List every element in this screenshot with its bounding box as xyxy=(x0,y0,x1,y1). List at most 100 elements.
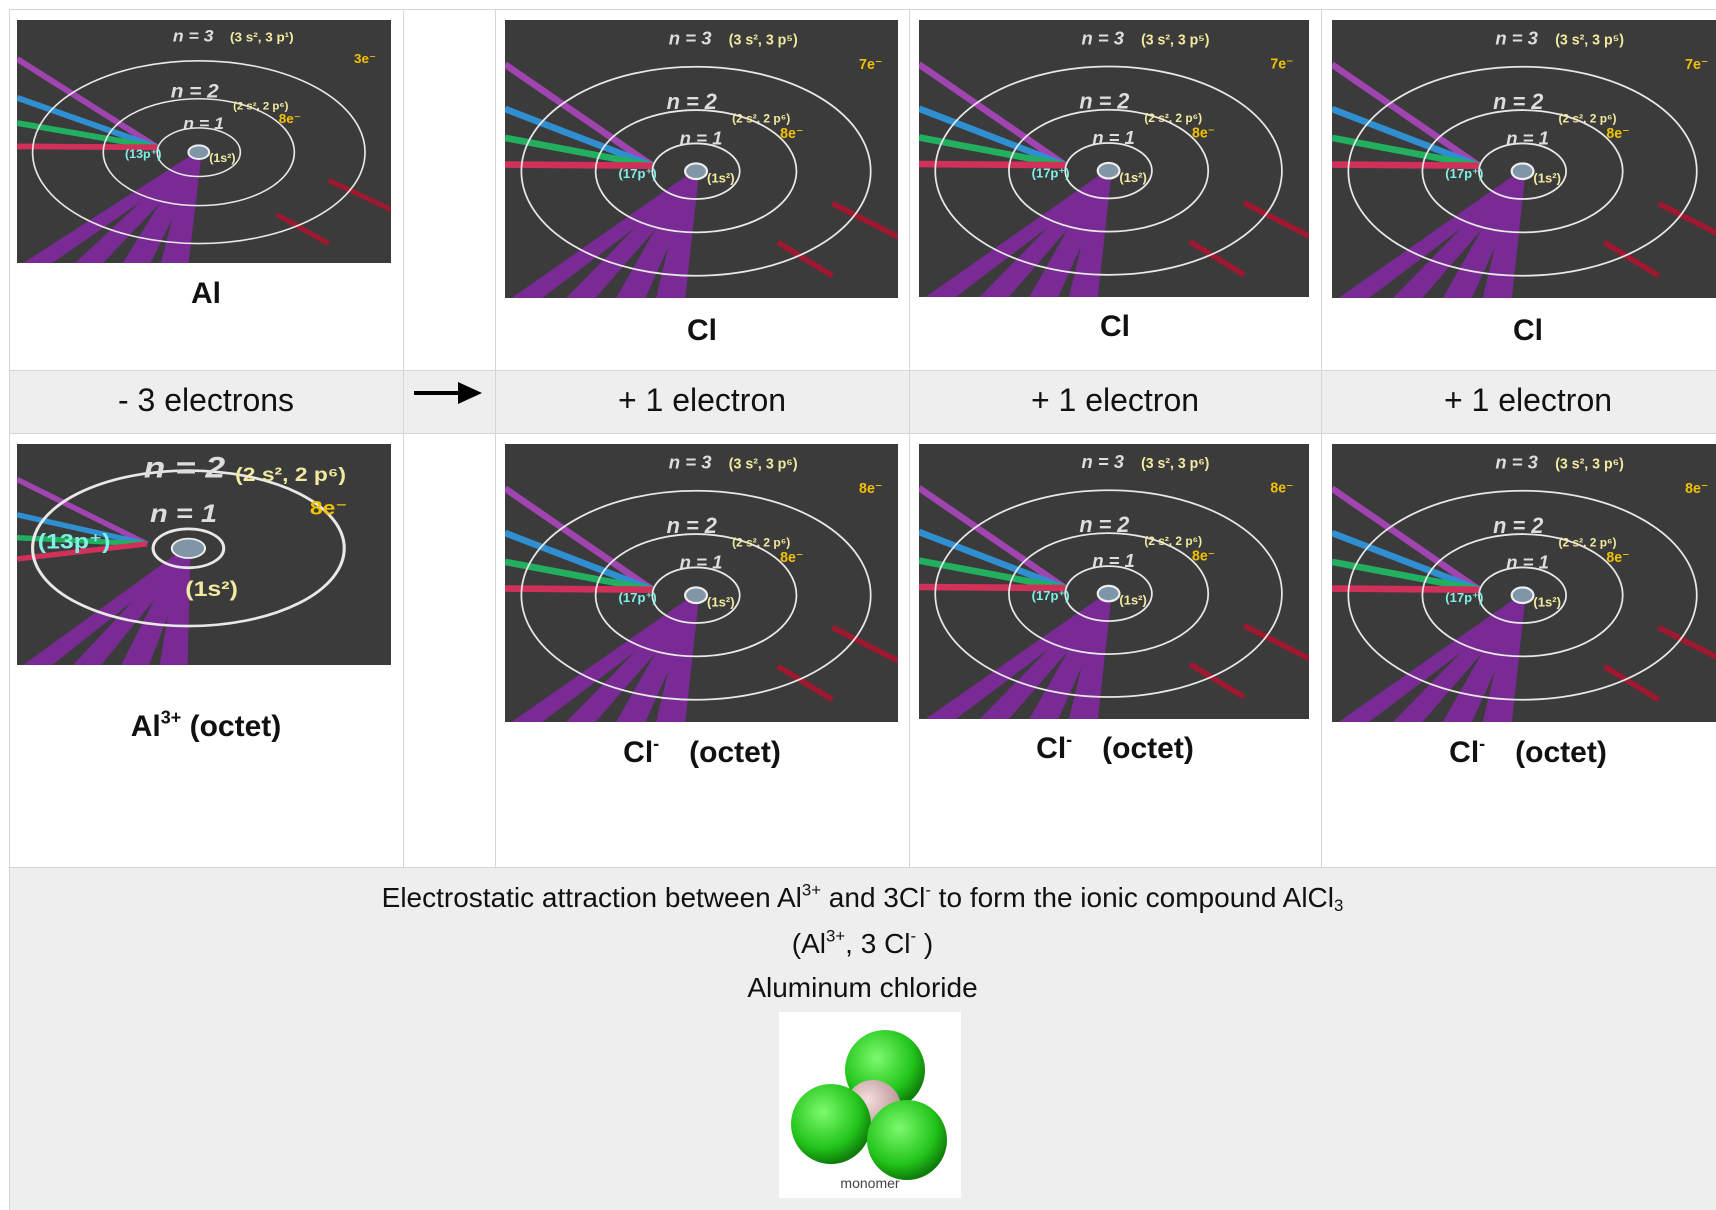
atom-label: Al xyxy=(9,277,403,311)
diagram-label: (17p⁺) xyxy=(1445,590,1483,605)
diagram-label: n = 2 xyxy=(1079,88,1129,113)
summary-line: Electrostatic attraction between Al3+ an… xyxy=(9,882,1716,914)
summary-line: Aluminum chloride xyxy=(9,972,1716,1004)
charge: - xyxy=(1479,733,1485,753)
nucleus xyxy=(1098,163,1120,179)
text-segment: 3+ xyxy=(826,926,845,945)
text-segment: 3+ xyxy=(802,880,821,899)
charge: - xyxy=(1066,729,1072,749)
rule xyxy=(9,9,1716,10)
diagram-label: 8e⁻ xyxy=(1192,549,1215,565)
orbit-diagram: n = 3(3 s², 3 p⁶)8e⁻n = 2(2 s², 2 p⁶)8e⁻… xyxy=(1332,444,1716,722)
rule xyxy=(9,867,1716,868)
ion-label: Cl- (octet) xyxy=(495,736,909,770)
diagram-label: (1s²) xyxy=(1119,170,1146,185)
diagram-label: 8e⁻ xyxy=(1685,481,1708,497)
diagram-label: n = 2 xyxy=(1079,512,1129,537)
diagram-label: 8e⁻ xyxy=(310,498,347,519)
diagram-label: (17p⁺) xyxy=(1032,165,1070,180)
diagram-label: (2 s², 2 p⁶) xyxy=(1558,535,1616,549)
diagram-label: (13p⁺) xyxy=(38,529,111,553)
atom-diagram: n = 3(3 s², 3 p¹)3e⁻n = 2(2 s², 2 p⁶)8e⁻… xyxy=(17,20,391,263)
diagram-label: n = 1 xyxy=(1506,551,1549,572)
diagram-label: 7e⁻ xyxy=(859,57,882,73)
symbol: Cl xyxy=(623,736,653,769)
nucleus xyxy=(188,145,209,159)
diagram-label: n = 2 xyxy=(144,450,225,484)
page: n = 3(3 s², 3 p¹)3e⁻n = 2(2 s², 2 p⁶)8e⁻… xyxy=(0,0,1716,1210)
diagram-label: (1s²) xyxy=(185,577,238,601)
diagram-label: (3 s², 3 p⁵) xyxy=(1555,32,1624,48)
diagram-label: n = 2 xyxy=(1493,89,1544,114)
ion-label: Cl- (octet) xyxy=(1321,736,1716,770)
symbol: Al xyxy=(131,710,161,743)
nucleus xyxy=(1098,586,1120,601)
diagram-label: n = 3 xyxy=(1082,451,1125,472)
diagram-label: n = 1 xyxy=(680,551,723,572)
diagram-label: 8e⁻ xyxy=(1606,126,1629,142)
background xyxy=(505,20,898,298)
diagram-label: n = 1 xyxy=(1092,550,1134,571)
step-label: + 1 electron xyxy=(1321,382,1716,419)
background xyxy=(505,444,898,722)
atom-label: Cl xyxy=(1321,314,1716,348)
charge: 3+ xyxy=(161,707,182,727)
diagram-label: (1s²) xyxy=(707,170,735,185)
diagram-label: (1s²) xyxy=(1533,170,1561,185)
background xyxy=(1332,444,1716,722)
charge: - xyxy=(653,733,659,753)
suffix: (octet) xyxy=(689,736,781,769)
diagram-label: n = 3 xyxy=(1495,27,1538,48)
atom-diagram: n = 3(3 s², 3 p⁵)7e⁻n = 2(2 s², 2 p⁶)8e⁻… xyxy=(919,20,1309,297)
background xyxy=(17,20,391,263)
atom-diagram: n = 3(3 s², 3 p⁵)7e⁻n = 2(2 s², 2 p⁶)8e⁻… xyxy=(505,20,898,298)
diagram-label: n = 3 xyxy=(173,27,214,45)
diagram-label: 8e⁻ xyxy=(859,481,882,497)
suffix: (octet) xyxy=(1515,736,1607,769)
text-segment: 3 xyxy=(1334,896,1343,915)
orbit-diagram: n = 3(3 s², 3 p⁵)7e⁻n = 2(2 s², 2 p⁶)8e⁻… xyxy=(919,20,1309,297)
diagram-label: n = 1 xyxy=(680,127,723,148)
ion-diagram: n = 3(3 s², 3 p⁶)8e⁻n = 2(2 s², 2 p⁶)8e⁻… xyxy=(505,444,898,722)
nucleus xyxy=(172,539,205,558)
diagram-label: 8e⁻ xyxy=(279,111,301,125)
nucleus xyxy=(685,163,707,179)
diagram-label: 3e⁻ xyxy=(354,51,376,65)
suffix: (octet) xyxy=(190,710,282,743)
image-caption: monomer xyxy=(840,1175,899,1191)
nucleus xyxy=(685,587,707,603)
diagram-label: n = 1 xyxy=(1092,127,1134,148)
diagram-label: (3 s², 3 p⁵) xyxy=(729,32,798,48)
nucleus xyxy=(1512,163,1534,179)
ion-diagram: n = 3(3 s², 3 p⁶)8e⁻n = 2(2 s², 2 p⁶)8e⁻… xyxy=(1332,444,1716,722)
ion-diagram: n = 2(2 s², 2 p⁶)8e⁻n = 1(13p⁺)(1s²) xyxy=(17,444,391,665)
text-segment: (Al xyxy=(792,928,826,959)
atom-label: Cl xyxy=(909,310,1321,344)
arrow xyxy=(412,380,484,406)
diagram-label: 8e⁻ xyxy=(1270,480,1293,496)
ion-diagram: n = 3(3 s², 3 p⁶)8e⁻n = 2(2 s², 2 p⁶)8e⁻… xyxy=(919,444,1309,719)
orbit-diagram: n = 3(3 s², 3 p⁶)8e⁻n = 2(2 s², 2 p⁶)8e⁻… xyxy=(505,444,898,722)
diagram-label: 7e⁻ xyxy=(1270,57,1293,73)
diagram-label: n = 3 xyxy=(669,27,712,48)
atom-diagram: n = 3(3 s², 3 p⁵)7e⁻n = 2(2 s², 2 p⁶)8e⁻… xyxy=(1332,20,1716,298)
ion-label: Cl-(octet) xyxy=(909,732,1321,766)
diagram-label: (17p⁺) xyxy=(1445,166,1483,181)
step-label: + 1 electron xyxy=(909,382,1321,419)
diagram-label: n = 1 xyxy=(1506,127,1549,148)
diagram-label: (1s²) xyxy=(707,594,735,609)
diagram-label: n = 1 xyxy=(150,500,217,527)
symbol: Cl xyxy=(1449,736,1479,769)
text-segment: to form the ionic compound AlCl xyxy=(931,882,1334,913)
diagram-label: (1s²) xyxy=(1119,593,1146,608)
orbit-diagram: n = 3(3 s², 3 p⁵)7e⁻n = 2(2 s², 2 p⁶)8e⁻… xyxy=(1332,20,1716,298)
suffix: (octet) xyxy=(1102,732,1194,765)
diagram-label: (2 s², 2 p⁶) xyxy=(732,111,790,125)
diagram-label: (1s²) xyxy=(209,151,235,165)
diagram-label: (17p⁺) xyxy=(619,166,657,181)
rule xyxy=(9,9,10,1210)
rule xyxy=(403,9,404,867)
text-segment: Electrostatic attraction between Al xyxy=(382,882,802,913)
diagram-label: n = 2 xyxy=(667,513,718,538)
diagram-label: (17p⁺) xyxy=(1032,588,1070,603)
